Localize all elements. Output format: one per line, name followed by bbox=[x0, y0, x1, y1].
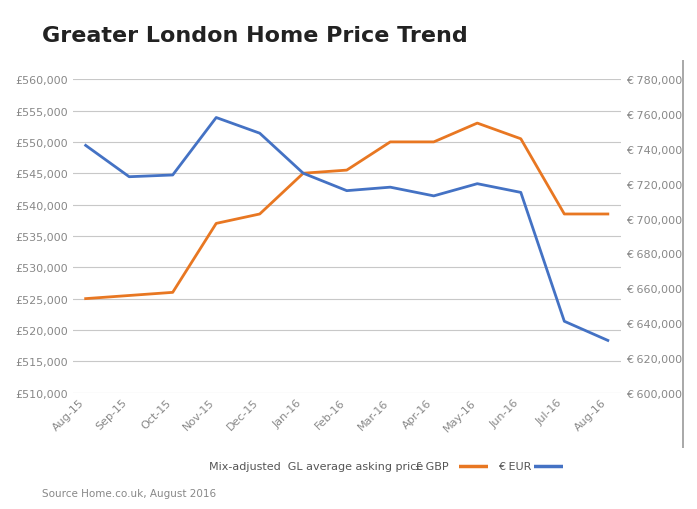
Text: € EUR: € EUR bbox=[498, 461, 532, 471]
Text: Mix-adjusted  GL average asking price: Mix-adjusted GL average asking price bbox=[209, 461, 423, 471]
Text: Greater London Home Price Trend: Greater London Home Price Trend bbox=[42, 25, 468, 45]
Text: Source Home.co.uk, August 2016: Source Home.co.uk, August 2016 bbox=[42, 488, 216, 498]
Text: £ GBP: £ GBP bbox=[415, 461, 448, 471]
